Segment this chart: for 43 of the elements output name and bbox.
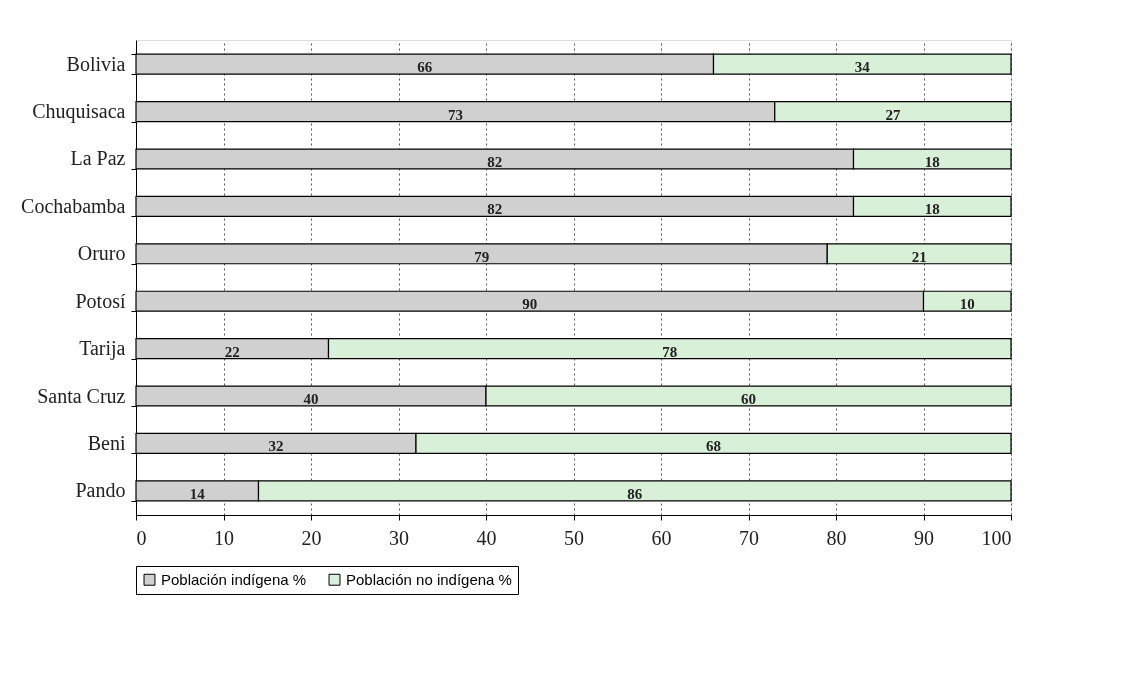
y-tick-label: Tarija <box>79 337 126 361</box>
x-tick-label: 0 <box>136 526 147 549</box>
x-tick-label: 20 <box>301 526 322 549</box>
data-label: 10 <box>959 296 975 313</box>
y-tick-label: Bolivia <box>66 52 126 75</box>
data-label: 79 <box>474 248 490 265</box>
data-label: 73 <box>447 106 463 123</box>
x-tick-label: 60 <box>651 526 672 549</box>
x-tick-label: 100 <box>981 526 1012 549</box>
x-tick-label: 50 <box>564 526 584 549</box>
data-label: 34 <box>854 59 871 76</box>
y-tick-label: Pando <box>75 479 126 502</box>
data-label: 66 <box>417 59 433 76</box>
data-label: 40 <box>303 391 319 408</box>
data-label: 32 <box>268 438 284 455</box>
y-tick-label: Beni <box>87 431 126 454</box>
data-label: 27 <box>885 106 901 123</box>
x-tick-label: 40 <box>476 526 497 549</box>
y-tick-label: Chuquisaca <box>32 100 126 124</box>
data-label: 18 <box>924 153 940 170</box>
data-label: 18 <box>924 201 940 218</box>
data-label: 78 <box>662 343 678 360</box>
x-tick-label: 70 <box>739 526 759 549</box>
data-label: 82 <box>487 153 503 170</box>
y-tick-label: Santa Cruz <box>37 384 126 407</box>
y-tick-label: Potosí <box>75 289 126 312</box>
data-label: 22 <box>224 343 240 360</box>
data-label: 60 <box>741 391 756 408</box>
legend-label: Población no indígena % <box>346 570 512 588</box>
x-tick-label: 80 <box>826 526 847 549</box>
y-tick-label: Cochabamba <box>21 194 126 217</box>
data-label: 86 <box>627 485 643 502</box>
data-label: 14 <box>189 485 206 502</box>
y-tick-label: Oruro <box>77 242 126 265</box>
x-tick-label: 10 <box>214 526 234 549</box>
x-tick-label: 30 <box>389 526 409 549</box>
legend-label: Población indígena % <box>161 570 307 588</box>
data-label: 68 <box>706 438 721 455</box>
data-label: 90 <box>522 296 538 313</box>
data-label: 82 <box>487 201 503 218</box>
y-tick-label: La Paz <box>70 147 126 170</box>
x-tick-label: 90 <box>914 526 934 549</box>
data-label: 21 <box>911 248 927 265</box>
